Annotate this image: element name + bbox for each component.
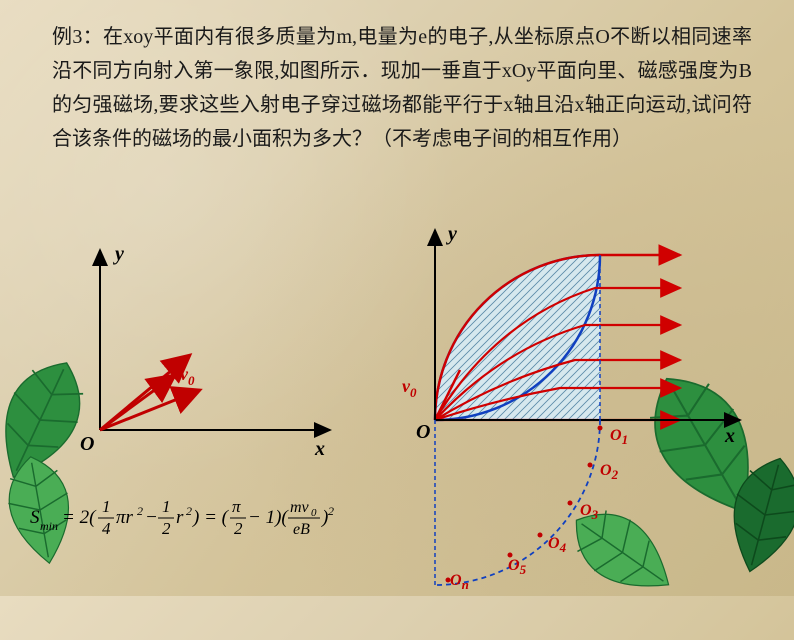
v0-label: v0 xyxy=(180,364,195,388)
formula: S min = 2( 1 4 πr 2 − 1 2 r 2 ) = ( π 2 … xyxy=(30,490,360,551)
diagram-right: y x O v0 O1 O2 O3 O4 O5 On xyxy=(400,220,770,590)
svg-text:− 1)(: − 1)( xyxy=(248,507,289,528)
svg-text:y: y xyxy=(446,223,457,245)
svg-text:0: 0 xyxy=(311,507,317,519)
svg-text:mv: mv xyxy=(290,499,310,516)
svg-text:2: 2 xyxy=(137,504,143,518)
x-axis-label: x xyxy=(314,438,325,460)
svg-text:O3: O3 xyxy=(580,502,599,522)
svg-text:π: π xyxy=(232,497,241,516)
origin-label: O xyxy=(80,433,94,455)
svg-text:−: − xyxy=(145,507,158,528)
svg-text:O1: O1 xyxy=(610,427,628,447)
svg-text:2: 2 xyxy=(162,519,171,538)
svg-text:eB: eB xyxy=(293,521,310,538)
svg-text:r: r xyxy=(176,507,184,528)
svg-text:4: 4 xyxy=(102,519,111,538)
problem-text: 例3：在xoy平面内有很多质量为m,电量为e的电子,从坐标原点O不断以相同速率沿… xyxy=(52,20,752,156)
svg-text:O2: O2 xyxy=(600,462,619,482)
diagram-left: y x O v0 xyxy=(70,240,350,470)
svg-text:O: O xyxy=(416,421,430,443)
svg-text:πr: πr xyxy=(116,507,134,528)
svg-text:O4: O4 xyxy=(548,535,567,555)
svg-text:) = (: ) = ( xyxy=(192,507,230,528)
svg-text:1: 1 xyxy=(102,497,111,516)
svg-text:On: On xyxy=(450,572,469,590)
y-axis-label: y xyxy=(113,243,124,265)
svg-text:x: x xyxy=(724,425,735,447)
svg-text:1: 1 xyxy=(162,497,171,516)
svg-text:2: 2 xyxy=(186,504,192,518)
svg-text:S: S xyxy=(30,507,40,528)
svg-text:min: min xyxy=(40,519,58,533)
svg-text:= 2(: = 2( xyxy=(62,507,97,528)
svg-text:2: 2 xyxy=(328,504,334,518)
svg-text:2: 2 xyxy=(234,519,243,538)
svg-text:v0: v0 xyxy=(402,376,417,400)
